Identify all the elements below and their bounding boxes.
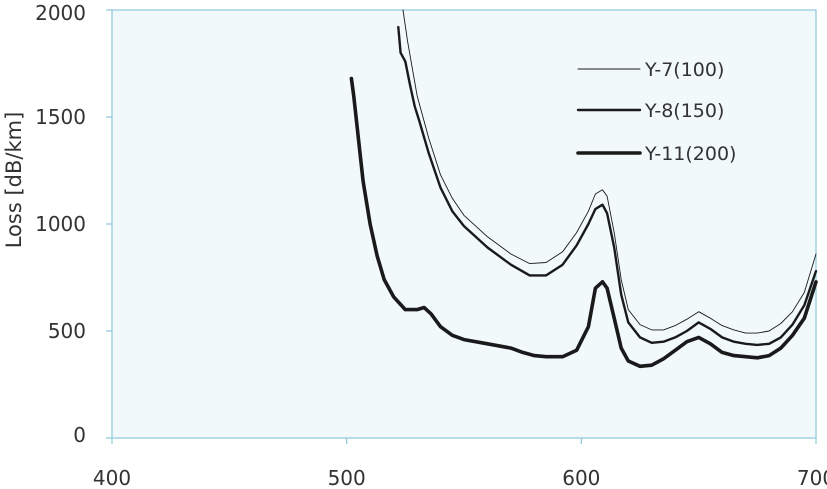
x-tick-label: 500 bbox=[328, 466, 366, 489]
x-tick-label: 600 bbox=[562, 466, 600, 489]
series-line-1 bbox=[402, 9, 817, 334]
tick-labels: 400 500 600 700 0 500 1000 1500 2000 bbox=[35, 1, 827, 489]
legend: Y-7(100) Y-8(150) Y-11(200) bbox=[576, 59, 736, 165]
y-tick-label: 500 bbox=[48, 319, 86, 343]
x-tick-label: 400 bbox=[93, 466, 131, 489]
plot-area bbox=[111, 9, 817, 439]
y-axis-title: Loss [dB/km] bbox=[2, 112, 26, 249]
y-tick-label: 1500 bbox=[35, 105, 86, 129]
legend-label: Y-11(200) bbox=[644, 143, 736, 165]
legend-label: Y-8(150) bbox=[644, 100, 724, 122]
series-line-3 bbox=[349, 76, 818, 369]
y-tick-label: 2000 bbox=[35, 1, 86, 25]
series-layer bbox=[349, 9, 818, 369]
axes bbox=[106, 9, 817, 444]
legend-label: Y-7(100) bbox=[644, 59, 724, 81]
series-line-2 bbox=[397, 25, 818, 347]
y-tick-label: 0 bbox=[73, 423, 86, 447]
x-tick-label: 700 bbox=[797, 466, 827, 489]
y-tick-label: 1000 bbox=[35, 212, 86, 236]
